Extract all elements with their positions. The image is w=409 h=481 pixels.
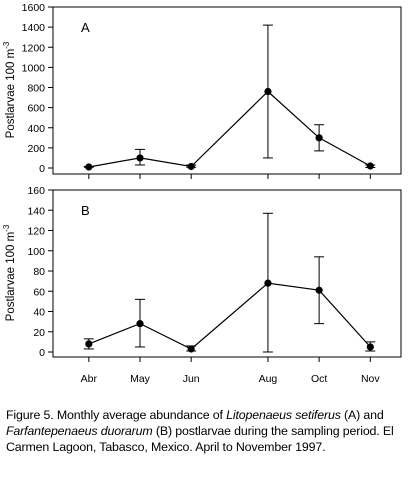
panel-b-data-point [264,279,272,287]
panel-a-frame [52,6,402,175]
panel-a-data-point [315,134,323,142]
figure-caption: Figure 5. Monthly average abundance of L… [6,407,404,455]
panel-b-ytick-label: 120 [27,226,45,238]
panel-b-xtick-label: Aug [259,373,278,385]
panel-b-ytick-label: 60 [33,286,45,298]
panel-a-data-point [187,162,195,171]
caption-species-2: Farfantepenaeus duorarum [6,424,153,438]
panel-a-ylabel: Postlarvae 100 m-3 [2,41,17,138]
panel-a-data-point [366,162,374,170]
panel-a-ytick-label: 1000 [22,62,46,74]
panel-b-ytick-label: 140 [27,205,45,217]
panel-a-data-point [136,154,144,162]
panel-b-data-point [187,345,195,353]
panel-b-plot: 0 20 40 60 80 100 120 140 160 Abr May Jun Aug Oct Nov [27,185,380,385]
panel-b-xtick-label: Jun [183,373,200,385]
panel-a-ytick-label: 600 [27,103,45,115]
panel-a-plot: 0 200 400 600 800 1000 1200 1400 1600 [22,2,376,179]
panel-b-ytick-label: 40 [33,307,45,319]
panel-b-data-point [85,340,93,348]
caption-text-1: Figure 5. Monthly average abundance of [6,408,227,422]
caption-species-1: Litopenaeus setiferus [226,408,341,422]
panel-b-frame [52,189,402,358]
panel-b-data-point [315,286,323,294]
panel-b-xtick-label: Abr [81,373,98,385]
panel-a-ytick-label: 200 [27,143,45,155]
figure: A Postlarvae 100 m-3 0200400600800100012… [2,2,402,385]
panel-a-ytick-label: 1600 [22,2,46,14]
panel-b-data-point [136,320,144,328]
caption-text-2: (A) and [340,408,384,422]
caption-text-3: (B) postlarvae during the sampling perio… [6,424,394,454]
panel-b-series-line [88,282,371,350]
panel-a-data-point [264,87,272,96]
panel-b: B Postlarvae 100 m-3 0 20 40 60 80 100 120 140 1… [2,185,402,385]
panel-a-ytick-label: 400 [27,123,45,135]
panel-b-ytick-label: 160 [27,185,45,197]
panel-a-series-line [88,90,371,168]
panel-b-xtick-label: Nov [361,373,380,385]
panel-b-xtick-label: Oct [311,373,327,385]
panel-b-ytick-label: 80 [33,266,45,278]
panel-b-data-point [366,343,374,351]
panel-a-ytick-label: 800 [27,83,45,95]
panel-b-xtick-label: May [130,373,151,385]
panel-a-label: A [81,20,90,35]
panel-a-data-point [85,163,93,171]
panel-b-ytick-label: 20 [33,327,45,339]
panel-b-ylabel: Postlarvae 100 m-3 [2,224,17,321]
panel-a: A Postlarvae 100 m-3 0 200 400 600 800 1000 12… [2,2,402,179]
panel-b-label: B [81,203,90,218]
panel-b-ytick-label: 100 [27,246,45,258]
panel-a-ytick-label: 1200 [22,42,46,54]
panel-b-ytick-label: 0 [39,347,45,359]
panel-a-ytick-label: 1400 [22,22,46,34]
panel-a-ytick-label: 0 [39,163,45,175]
